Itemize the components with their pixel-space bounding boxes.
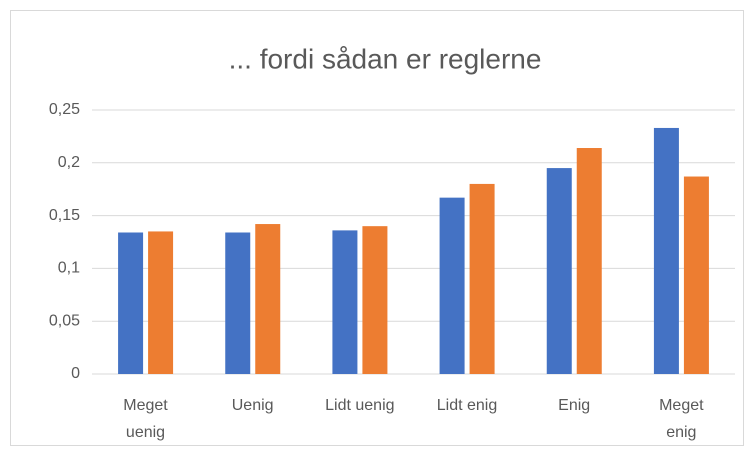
y-tick-label: 0,25 bbox=[49, 101, 80, 118]
x-tick-label: Lidt uenig bbox=[325, 397, 395, 414]
bar bbox=[683, 176, 709, 374]
x-tick-label: Enig bbox=[558, 397, 591, 414]
bar bbox=[546, 168, 572, 374]
bar bbox=[225, 232, 251, 374]
bar bbox=[469, 183, 495, 374]
bar bbox=[148, 231, 174, 374]
bar bbox=[332, 230, 358, 374]
y-tick-label: 0,1 bbox=[58, 260, 80, 277]
x-tick-label: Meget uenig bbox=[123, 397, 168, 441]
x-tick-label: Meget enig bbox=[659, 397, 704, 441]
bar bbox=[653, 127, 679, 375]
bar bbox=[255, 224, 281, 374]
y-tick-label: 0,05 bbox=[49, 312, 80, 329]
bar bbox=[576, 148, 602, 374]
x-tick-label: Uenig bbox=[231, 397, 274, 414]
bar bbox=[118, 232, 144, 374]
bar bbox=[439, 197, 465, 374]
y-tick-label: 0,2 bbox=[58, 154, 80, 171]
chart-title: ... fordi sådan er reglerne bbox=[229, 43, 542, 74]
y-tick-label: 0,15 bbox=[49, 207, 80, 224]
y-tick-label: 0 bbox=[71, 365, 80, 382]
bar bbox=[362, 226, 388, 374]
x-tick-label: Lidt enig bbox=[436, 397, 498, 414]
